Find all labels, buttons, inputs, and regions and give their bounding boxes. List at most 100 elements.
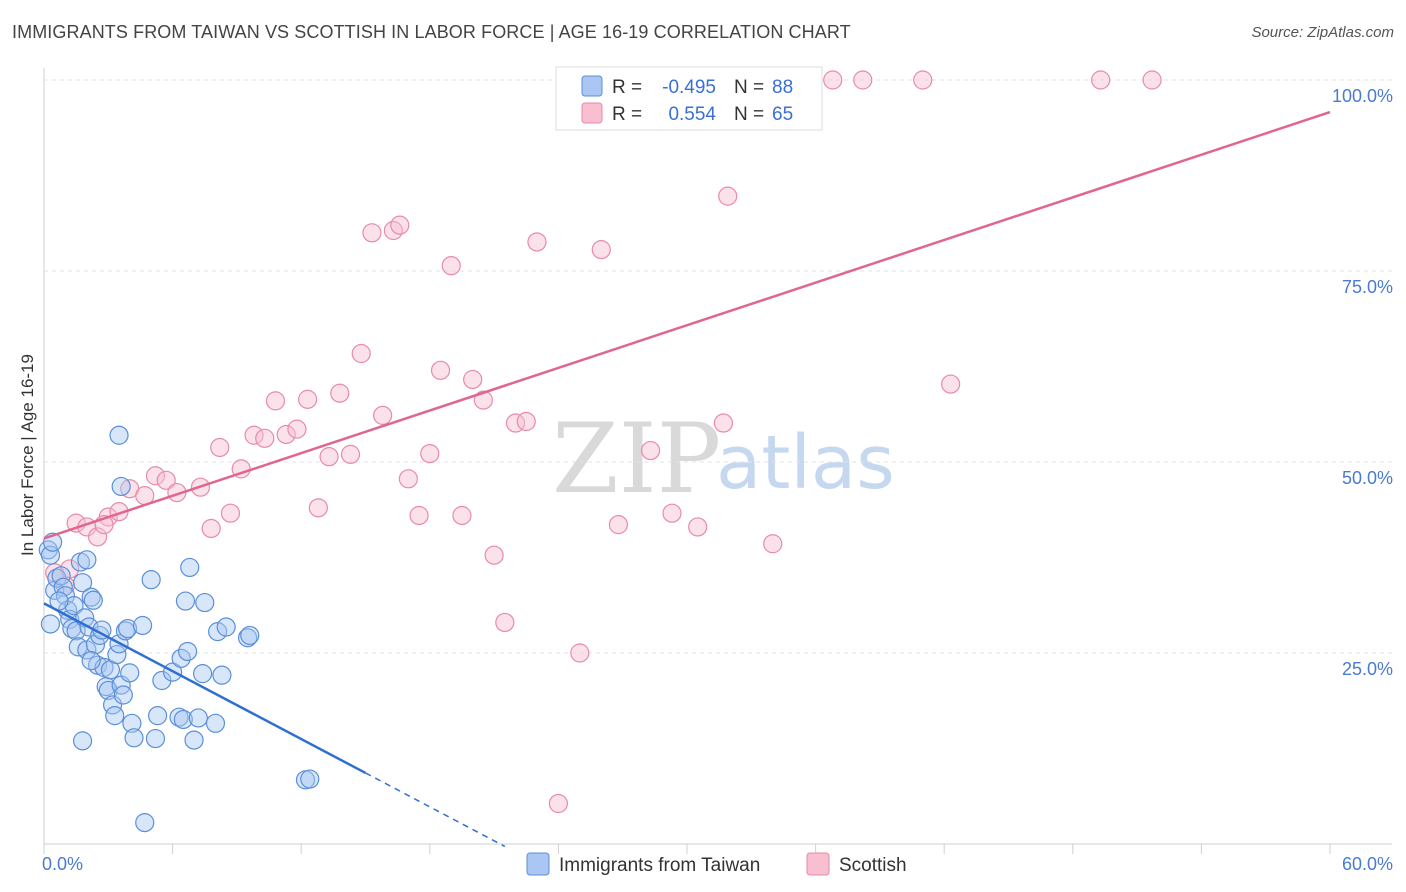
scottish-point-21	[287, 419, 307, 439]
scottish-point-47	[570, 643, 590, 663]
scottish-point-41	[495, 612, 515, 633]
taiwan-point-51	[175, 591, 196, 611]
scottish-point-13	[201, 518, 221, 539]
taiwan-point-39	[122, 713, 142, 733]
taiwan-point-67	[111, 476, 131, 497]
taiwan-point-44	[145, 728, 166, 749]
scottish-point-26	[340, 444, 361, 464]
scottish-point-29	[373, 405, 393, 425]
scottish-point-2	[66, 513, 86, 533]
taiwan-point-52	[178, 641, 198, 662]
y-tick-label-3: 100.0%	[1332, 86, 1393, 106]
taiwan-point-56	[193, 664, 213, 684]
taiwan-point-41	[132, 615, 153, 636]
taiwan-point-68	[72, 731, 93, 751]
scottish-point-57	[823, 70, 843, 90]
taiwan-point-16	[72, 573, 93, 593]
scottish-point-62	[1142, 70, 1162, 90]
legend-n-value-taiwan: 88	[772, 77, 793, 98]
trend-lines	[43, 110, 1331, 848]
taiwan-point-28	[98, 680, 118, 701]
scottish-point-52	[662, 503, 682, 523]
taiwan-point-66	[109, 425, 129, 445]
scottish-point-59	[913, 70, 933, 90]
scottish-point-38	[463, 369, 483, 390]
scottish-point-34	[420, 443, 440, 464]
scottish-point-24	[319, 447, 339, 467]
taiwan-point-40	[124, 728, 144, 748]
scottish-point-39	[473, 390, 493, 410]
axes	[43, 68, 1392, 854]
taiwan-point-21	[83, 590, 103, 610]
scottish-point-54	[713, 413, 734, 433]
grid-lines	[44, 79, 1392, 654]
legend-swatch-taiwan	[581, 75, 603, 97]
scottish-point-32	[398, 469, 418, 489]
scottish-point-35	[430, 360, 451, 380]
taiwan-point-20	[81, 587, 101, 607]
scottish-point-53	[688, 517, 708, 537]
x-tick-label-1: 60.0%	[1342, 854, 1393, 874]
series-legend: Immigrants from Taiwan Scottish	[526, 852, 907, 876]
taiwan-point-12	[64, 596, 84, 616]
y-tick-label-2: 75.0%	[1342, 277, 1393, 297]
chart-title: IMMIGRANTS FROM TAIWAN VS SCOTTISH IN LA…	[12, 22, 851, 42]
y-tick-label-1: 50.0%	[1342, 468, 1393, 488]
taiwan-point-57	[195, 592, 215, 613]
taiwan-point-61	[216, 617, 236, 637]
watermark-atlas: atlas	[716, 420, 895, 506]
scottish-point-31	[390, 215, 410, 235]
taiwan-point-58	[205, 713, 226, 733]
scottish-point-61	[1091, 70, 1111, 90]
y-axis-label: In Labor Force | Age 16-19	[18, 354, 37, 556]
legend-n-label-scottish: N =	[734, 104, 764, 125]
x-tick-label-0: 0.0%	[42, 854, 83, 874]
series-label-scottish: Scottish	[839, 855, 907, 876]
scottish-point-33	[409, 505, 429, 526]
taiwan-point-43	[141, 570, 161, 590]
scottish-point-49	[608, 515, 629, 535]
y-tick-labels: 25.0% 50.0% 75.0% 100.0%	[1332, 86, 1393, 679]
taiwan-point-53	[180, 557, 200, 578]
y-tick-label-0: 25.0%	[1342, 659, 1393, 679]
legend-n-value-scottish: 65	[772, 104, 793, 125]
taiwan-point-6	[51, 566, 71, 586]
legend-r-label-taiwan: R =	[612, 77, 642, 98]
taiwan-point-63	[240, 625, 260, 646]
source-label: Source: ZipAtlas.com	[1251, 24, 1394, 41]
taiwan-point-35	[113, 685, 133, 705]
scottish-point-43	[516, 411, 536, 432]
watermark-zip: ZIP	[552, 403, 721, 515]
scottish-point-28	[362, 223, 382, 243]
scottish-point-18	[255, 428, 275, 448]
scottish-point-40	[484, 545, 504, 565]
taiwan-point-37	[117, 618, 138, 639]
scottish-trend-line	[43, 110, 1331, 540]
scottish-point-56	[763, 534, 783, 554]
scottish-point-10	[156, 470, 176, 490]
scottish-point-4	[87, 527, 108, 547]
scottish-points	[45, 70, 1162, 814]
scottish-point-36	[441, 256, 461, 276]
scottish-point-44	[527, 232, 547, 252]
scottish-point-37	[452, 505, 472, 526]
taiwan-trend-extension	[365, 772, 506, 848]
taiwan-point-69	[77, 550, 97, 570]
taiwan-point-65	[300, 769, 320, 789]
legend-r-value-taiwan: -0.495	[662, 77, 716, 98]
scottish-point-20	[276, 424, 296, 445]
scottish-point-22	[298, 389, 318, 409]
taiwan-point-50	[173, 709, 193, 730]
series-swatch-taiwan	[526, 852, 550, 876]
scottish-point-9	[145, 466, 166, 486]
taiwan-point-45	[147, 706, 168, 726]
taiwan-point-54	[184, 730, 204, 750]
scottish-point-17	[244, 425, 264, 445]
scottish-point-14	[210, 437, 230, 458]
taiwan-point-5	[40, 614, 61, 634]
taiwan-point-71	[81, 651, 101, 671]
legend-swatch-scottish	[581, 102, 603, 124]
scottish-point-19	[265, 391, 286, 411]
scottish-point-48	[591, 240, 611, 260]
x-tick-labels: 0.0% 60.0%	[42, 854, 1393, 874]
